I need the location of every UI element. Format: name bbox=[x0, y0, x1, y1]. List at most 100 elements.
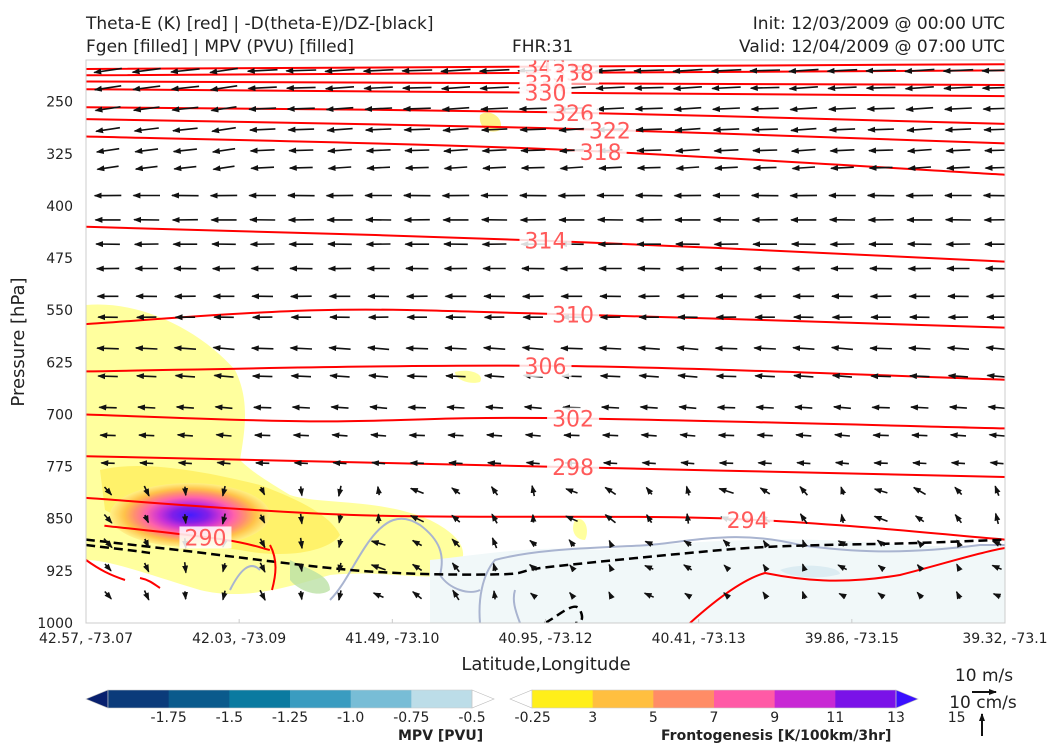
wind-vector bbox=[912, 460, 927, 467]
wind-vector bbox=[867, 126, 894, 133]
wind-vector bbox=[404, 164, 429, 171]
wind-vector bbox=[524, 432, 541, 439]
wind-vector bbox=[994, 512, 1001, 525]
wind-vector bbox=[749, 67, 781, 74]
wind-vector bbox=[250, 345, 274, 352]
wind-vector bbox=[756, 432, 773, 439]
wind-vector bbox=[762, 591, 770, 600]
wind-vector bbox=[259, 589, 266, 601]
wind-vector bbox=[950, 460, 966, 467]
wind-vector bbox=[596, 105, 625, 112]
wind-vector bbox=[451, 538, 461, 548]
wind-vector bbox=[594, 67, 626, 74]
x-axis-ticks: 42.57, -73.07 42.03, -73.09 41.49, -73.10 4… bbox=[39, 619, 1048, 647]
wind-vector bbox=[143, 485, 150, 497]
wind-vector bbox=[830, 345, 853, 352]
fgen-colorbar: 3 5 7 9 11 13 15 bbox=[509, 689, 966, 726]
wind-vector bbox=[751, 126, 778, 133]
wind-vector bbox=[828, 126, 856, 133]
wind-vector bbox=[368, 373, 389, 380]
wind-vector bbox=[405, 345, 429, 352]
wind-vector bbox=[288, 164, 313, 171]
theta-e-contour-326 bbox=[86, 106, 1005, 125]
wind-vector bbox=[95, 147, 120, 154]
wind-vector bbox=[639, 404, 658, 411]
wind-vector bbox=[945, 147, 971, 154]
colorbar-tick-label: 13 bbox=[887, 710, 905, 726]
wind-vector bbox=[401, 85, 432, 92]
y-axis-label: Pressure [hPa] bbox=[8, 277, 29, 406]
wind-vector bbox=[827, 105, 856, 112]
wind-vector bbox=[599, 373, 621, 380]
wind-vector bbox=[601, 432, 619, 439]
wind-vector bbox=[247, 85, 277, 92]
wind-vector bbox=[288, 147, 314, 154]
wind-vector bbox=[529, 539, 538, 548]
wind-vector bbox=[762, 563, 770, 573]
wind-vector bbox=[906, 147, 932, 154]
wind-vector bbox=[248, 105, 277, 112]
wind-vector bbox=[839, 513, 846, 524]
wind-vector bbox=[529, 592, 539, 600]
wind-vector bbox=[370, 432, 387, 439]
wind-vector bbox=[988, 432, 1005, 439]
colorbar-swatch bbox=[411, 690, 473, 708]
wind-vector bbox=[327, 147, 352, 154]
wind-vector bbox=[840, 486, 847, 496]
wind-vector bbox=[711, 105, 740, 112]
wind-vector bbox=[366, 164, 391, 171]
wind-vector bbox=[211, 147, 236, 154]
wind-vector bbox=[172, 127, 198, 134]
wind-vector bbox=[132, 85, 161, 92]
wind-vector bbox=[485, 432, 503, 439]
wind-vector bbox=[409, 514, 425, 523]
wind-vector bbox=[904, 85, 934, 92]
wind-vector bbox=[749, 85, 780, 92]
wind-vector bbox=[753, 345, 776, 352]
wind-vector bbox=[528, 563, 538, 572]
wind-vector bbox=[249, 147, 275, 154]
wind-vector bbox=[520, 164, 545, 171]
wind-vector bbox=[788, 85, 818, 92]
wind-vector bbox=[680, 460, 695, 467]
wind-vector bbox=[324, 67, 355, 74]
wind-vector bbox=[569, 591, 577, 600]
wind-vector bbox=[442, 126, 469, 133]
wind-vector bbox=[104, 563, 112, 572]
wind-vector bbox=[337, 485, 344, 498]
wind-vector bbox=[870, 373, 891, 380]
colorbar-tick-label: 11 bbox=[826, 710, 844, 726]
wind-vector bbox=[451, 514, 461, 523]
wind-vector bbox=[182, 562, 189, 574]
colorbar-right-arrow bbox=[471, 689, 495, 709]
x-axis-label: Latitude,Longitude bbox=[461, 654, 630, 675]
wind-vector bbox=[876, 539, 886, 547]
wind-vector bbox=[406, 373, 428, 380]
y-tick-label: 700 bbox=[46, 407, 73, 423]
wind-vector bbox=[759, 487, 771, 495]
x-tick-label: 40.41, -73.13 bbox=[652, 631, 746, 647]
colorbar-frame bbox=[107, 689, 473, 709]
wind-vectors bbox=[93, 67, 1005, 601]
wind-vector bbox=[444, 345, 467, 352]
wind-vector bbox=[685, 512, 692, 524]
wind-vector bbox=[482, 345, 506, 352]
y-tick-label: 400 bbox=[46, 199, 73, 215]
theta-e-label-290: 290 bbox=[184, 526, 226, 551]
wind-vector bbox=[133, 127, 159, 134]
theta-extra bbox=[86, 544, 1005, 623]
y-tick-label: 325 bbox=[46, 147, 73, 163]
wind-vector bbox=[176, 432, 193, 439]
wind-vector bbox=[752, 164, 777, 171]
wind-vector bbox=[569, 564, 577, 573]
theta-e-label-bg bbox=[547, 303, 600, 326]
wind-vector bbox=[401, 67, 433, 74]
wind-vector bbox=[983, 147, 1005, 154]
wind-vector bbox=[441, 106, 470, 113]
wind-vector bbox=[446, 404, 465, 411]
colorbar-left-arrow bbox=[85, 689, 109, 709]
wind-vector bbox=[672, 85, 702, 92]
wind-vector bbox=[412, 591, 423, 600]
wind-vector bbox=[258, 486, 266, 496]
mpv-colorbar: -1.75 -1.5 -1.25 -1.0 -0.75 -0.5 -0.25 bbox=[85, 689, 551, 726]
